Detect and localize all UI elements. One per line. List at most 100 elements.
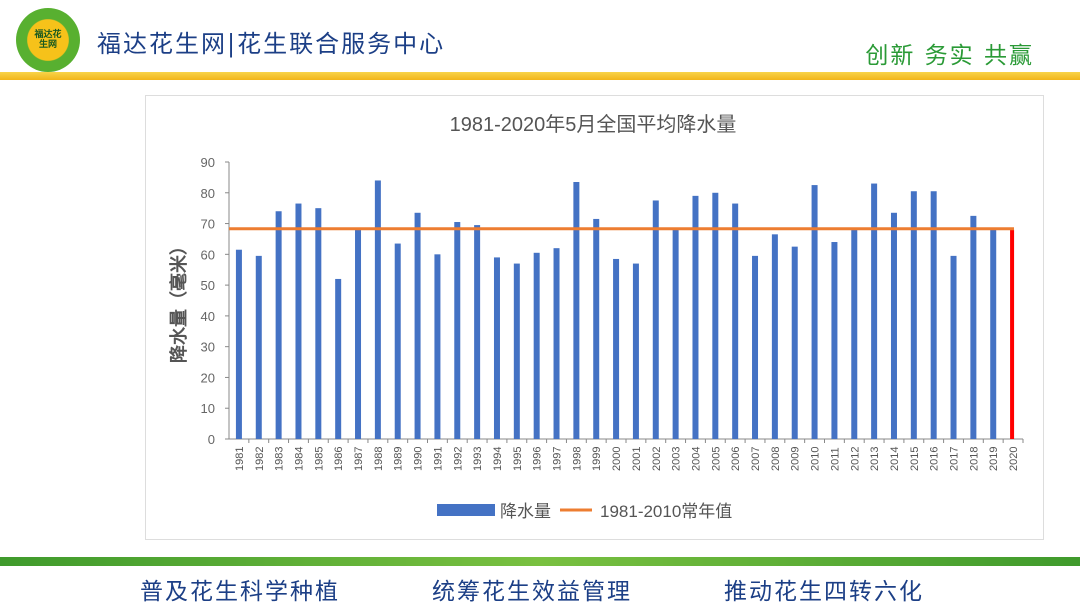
- bar: [454, 222, 461, 439]
- bar: [315, 208, 322, 439]
- bar: [593, 218, 600, 439]
- bar: [275, 211, 282, 439]
- x-tick-label: 1991: [432, 447, 444, 471]
- bar: [414, 212, 421, 439]
- x-tick-label: 1985: [313, 447, 325, 471]
- chart-title: 1981-2020年5月全国平均降水量: [450, 113, 737, 136]
- bar: [851, 229, 858, 439]
- x-tick-label: 2017: [949, 447, 961, 471]
- bar: [692, 195, 699, 439]
- footer-item: 推动花生四转六化: [724, 579, 924, 605]
- x-tick-label: 2000: [611, 447, 623, 471]
- x-tick-label: 1982: [254, 447, 266, 471]
- x-tick-label: 2019: [988, 447, 1000, 471]
- y-tick-label: 0: [208, 432, 215, 447]
- x-tick-label: 1987: [353, 447, 365, 471]
- x-tick-label: 2011: [829, 447, 841, 471]
- bar: [355, 229, 362, 439]
- bar: [295, 203, 302, 439]
- y-tick-label: 10: [201, 401, 215, 416]
- bar: [890, 212, 897, 439]
- legend-swatch-bar: [437, 504, 495, 516]
- bar: [374, 180, 381, 439]
- bar: [613, 258, 620, 439]
- y-tick-label: 20: [201, 370, 215, 385]
- bar: [672, 229, 679, 439]
- footer-divider: [0, 557, 1080, 566]
- x-tick-label: 2018: [968, 447, 980, 471]
- header-slogan: 创新 务实 共赢: [865, 43, 1034, 69]
- x-tick-label: 1994: [492, 447, 504, 471]
- x-tick-label: 1998: [571, 447, 583, 471]
- logo-text: 福达花生网: [34, 30, 62, 50]
- x-tick-label: 1984: [293, 447, 305, 471]
- bar: [235, 249, 242, 439]
- bar: [335, 278, 342, 439]
- x-tick-label: 1989: [393, 447, 405, 471]
- x-tick-label: 2014: [889, 447, 901, 471]
- bar: [831, 242, 838, 439]
- x-tick-label: 1983: [274, 447, 286, 471]
- bar: [970, 215, 977, 439]
- bar: [493, 257, 500, 439]
- x-tick-label: 2006: [730, 447, 742, 471]
- bar: [950, 255, 957, 439]
- header-title: 福达花生网|花生联合服务中心: [97, 30, 446, 58]
- bar: [394, 243, 401, 439]
- bar: [553, 248, 560, 439]
- x-tick-label: 2015: [909, 447, 921, 471]
- footer-item: 统筹花生效益管理: [432, 579, 632, 605]
- bar: [533, 252, 540, 439]
- y-tick-label: 60: [201, 247, 215, 262]
- x-tick-label: 1996: [532, 447, 544, 471]
- bar: [910, 191, 917, 439]
- x-tick-label: 2007: [750, 447, 762, 471]
- x-tick-label: 2013: [869, 447, 881, 471]
- x-tick-label: 1986: [333, 447, 345, 471]
- bar: [255, 255, 262, 439]
- footer-item: 普及花生科学种植: [140, 579, 340, 605]
- legend-label: 降水量: [500, 502, 551, 521]
- bar: [652, 200, 659, 439]
- bar: [930, 191, 937, 439]
- bar: [712, 192, 719, 439]
- x-tick-label: 2008: [770, 447, 782, 471]
- x-tick-label: 2020: [1008, 447, 1020, 471]
- bar: [990, 229, 997, 439]
- legend-label: 1981-2010常年值: [600, 502, 732, 521]
- bar-highlight: [1010, 229, 1015, 439]
- x-tick-label: 2003: [671, 447, 683, 471]
- y-tick-label: 40: [201, 309, 215, 324]
- x-tick-label: 2009: [790, 447, 802, 471]
- y-tick-label: 30: [201, 340, 215, 355]
- bar: [871, 183, 878, 439]
- x-tick-label: 1995: [512, 447, 524, 471]
- x-tick-label: 2012: [849, 447, 861, 471]
- header-divider: [0, 72, 1080, 80]
- x-tick-label: 1981: [234, 447, 246, 471]
- y-tick-label: 70: [201, 217, 215, 232]
- bar: [632, 263, 639, 439]
- bar: [732, 203, 739, 439]
- x-tick-label: 1997: [552, 447, 564, 471]
- y-tick-label: 90: [201, 155, 215, 170]
- y-tick-label: 80: [201, 186, 215, 201]
- bar: [513, 263, 520, 439]
- x-tick-label: 1992: [452, 447, 464, 471]
- y-axis-label: 降水量（毫米）: [168, 237, 189, 363]
- x-tick-label: 2002: [651, 447, 663, 471]
- bar: [771, 234, 778, 439]
- x-tick-label: 1990: [413, 447, 425, 471]
- bar: [434, 254, 441, 439]
- x-tick-label: 2010: [810, 447, 822, 471]
- bar: [811, 185, 818, 439]
- x-tick-label: 1999: [591, 447, 603, 471]
- x-tick-label: 2001: [631, 447, 643, 471]
- bar: [474, 225, 481, 439]
- bar: [752, 255, 759, 439]
- x-tick-label: 2016: [929, 447, 941, 471]
- logo: 福达花生网: [16, 8, 80, 72]
- x-tick-label: 2004: [690, 447, 702, 471]
- y-tick-label: 50: [201, 278, 215, 293]
